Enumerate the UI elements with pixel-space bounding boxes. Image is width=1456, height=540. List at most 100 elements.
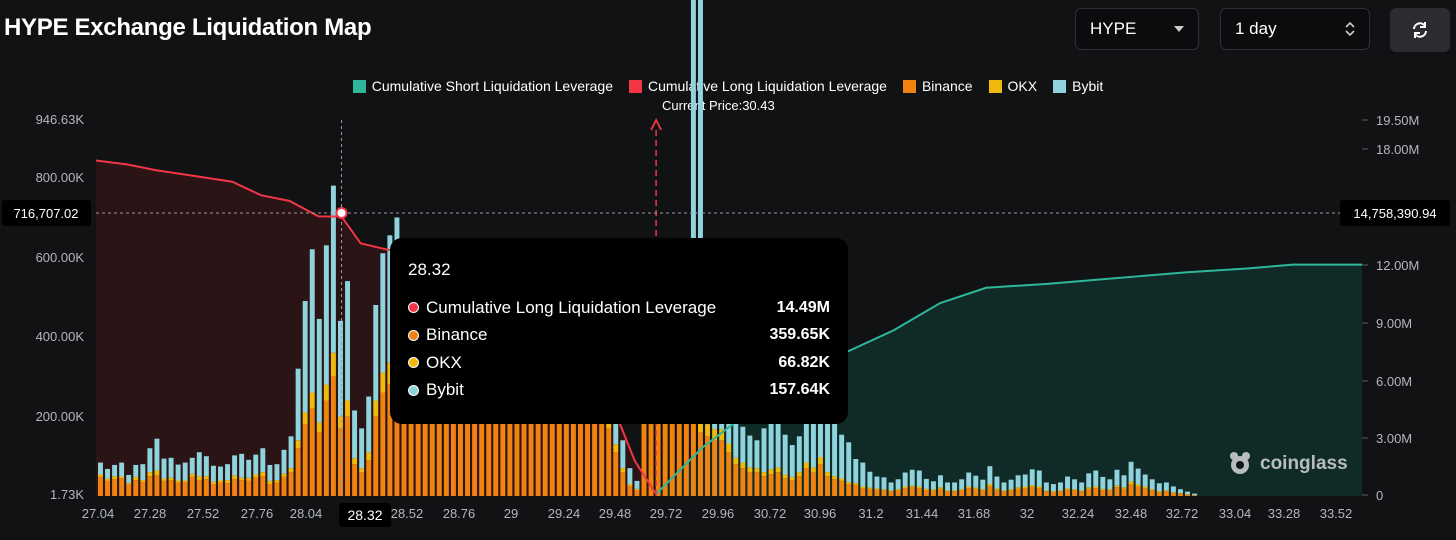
x-tick-16: 31.44 (906, 506, 939, 521)
bar-binance-31 (316, 432, 322, 496)
bar-binance-22 (253, 477, 259, 496)
bar-binance-134 (1043, 491, 1049, 496)
bar-binance-36 (352, 464, 358, 496)
bar-okx-121 (952, 490, 958, 492)
bar-bybit-32 (323, 245, 329, 385)
range-select-value: 1 day (1235, 19, 1277, 38)
bar-bybit-141 (1093, 470, 1099, 487)
bar-bybit-74 (620, 440, 626, 469)
bar-bybit-146 (1128, 461, 1134, 482)
bar-bybit-128 (1001, 482, 1007, 491)
bar-okx-101 (810, 467, 816, 473)
bar-binance-8 (154, 475, 160, 496)
bar-bybit-75 (627, 468, 633, 485)
bar-binance-68 (578, 404, 583, 496)
bar-binance-133 (1036, 488, 1042, 496)
bar-bybit-113 (895, 479, 901, 490)
crosshair-right-label: 14,758,390.94 (1353, 206, 1436, 221)
bar-binance-121 (952, 491, 958, 496)
bar-okx-143 (1107, 489, 1113, 491)
right-tick-6: 0 (1376, 488, 1383, 503)
bar-okx-96 (775, 467, 781, 473)
bar-okx-124 (973, 487, 979, 489)
bar-binance-96 (775, 472, 781, 496)
bar-binance-2 (112, 479, 118, 496)
legend-item-okx[interactable]: OKX (988, 78, 1037, 94)
bar-okx-3 (119, 476, 125, 479)
bar-binance-90 (733, 464, 739, 496)
legend-swatch-bybit (1053, 79, 1067, 93)
tooltip-dot-okx (408, 357, 419, 369)
bar-bybit-132 (1029, 469, 1035, 486)
bar-okx-129 (1008, 489, 1014, 491)
bar-bybit-26 (281, 449, 287, 474)
bar-okx-122 (959, 489, 965, 491)
bar-bybit-117 (923, 478, 929, 489)
legend-swatch-okx (988, 79, 1002, 93)
crosshair-left-label: 716,707.02 (13, 206, 78, 221)
bar-bybit-38 (366, 396, 372, 453)
bar-binance-83 (683, 400, 689, 496)
bar-okx-95 (768, 469, 774, 475)
bar-okx-36 (352, 458, 358, 465)
bar-binance-9 (161, 480, 167, 496)
bar-binance-107 (853, 484, 859, 496)
symbol-select[interactable]: HYPE (1075, 8, 1199, 50)
tooltip-row-okx: OKX 66.82K (408, 349, 830, 377)
chart-legend: Cumulative Short Liquidation Leverage Cu… (0, 78, 1456, 94)
bar-okx-127 (994, 488, 1000, 490)
bar-binance-51 (458, 396, 463, 496)
bar-binance-140 (1086, 488, 1092, 496)
bar-binance-25 (274, 482, 280, 496)
legend-item-long[interactable]: Cumulative Long Liquidation Leverage (629, 78, 887, 94)
bar-binance-18 (225, 483, 231, 496)
bar-binance-71 (599, 412, 605, 496)
chart-tooltip: 28.32 Cumulative Long Liquidation Levera… (390, 238, 848, 424)
bar-okx-87 (712, 429, 718, 441)
bar-binance-103 (825, 476, 831, 496)
bar-bybit-41 (387, 235, 393, 363)
bar-okx-9 (161, 478, 167, 481)
tooltip-value-okx: 66.82K (778, 353, 830, 371)
bar-okx-93 (754, 468, 760, 473)
tooltip-title: 28.32 (408, 260, 451, 279)
x-tick-3: 27.76 (241, 506, 274, 521)
bar-okx-11 (175, 480, 181, 483)
bar-binance-35 (345, 416, 351, 496)
bar-binance-94 (761, 476, 767, 496)
bar-bybit-19 (232, 455, 238, 476)
tooltip-value-long: 14.49M (776, 298, 830, 316)
legend-item-bybit[interactable]: Bybit (1053, 78, 1103, 94)
bar-binance-66 (563, 396, 569, 496)
bar-okx-134 (1043, 490, 1049, 492)
x-tick-19: 32.24 (1062, 506, 1095, 521)
bar-okx-17 (218, 480, 223, 483)
legend-item-binance[interactable]: Binance (902, 78, 973, 94)
bar-bybit-21 (246, 459, 252, 478)
bar-bybit-139 (1079, 482, 1085, 491)
x-tick-18: 32 (1020, 506, 1034, 521)
bar-okx-32 (323, 384, 329, 401)
bar-okx-117 (923, 488, 929, 491)
right-tick-1: 18.00M (1376, 142, 1419, 157)
bar-bybit-153 (1178, 489, 1183, 494)
bar-okx-4 (126, 482, 132, 485)
legend-item-short[interactable]: Cumulative Short Liquidation Leverage (352, 78, 613, 94)
tooltip-row-long: Cumulative Long Liquidation Leverage 14.… (408, 294, 830, 322)
bar-binance-137 (1065, 489, 1071, 496)
bar-binance-74 (620, 472, 626, 496)
bar-okx-40 (380, 372, 386, 393)
bar-binance-55 (486, 404, 492, 496)
bar-bybit-93 (754, 440, 760, 469)
x-tick-12: 29.96 (702, 506, 735, 521)
range-select[interactable]: 1 day (1220, 8, 1370, 50)
tooltip-label-okx: OKX (426, 352, 462, 372)
bar-binance-108 (860, 488, 866, 496)
bar-bybit-36 (352, 410, 358, 459)
bar-okx-138 (1072, 489, 1078, 491)
bar-bybit-137 (1065, 476, 1071, 489)
bar-bybit-95 (768, 413, 774, 470)
bar-bybit-134 (1043, 482, 1049, 491)
bar-binance-155 (1192, 495, 1198, 496)
refresh-button[interactable] (1390, 8, 1450, 52)
